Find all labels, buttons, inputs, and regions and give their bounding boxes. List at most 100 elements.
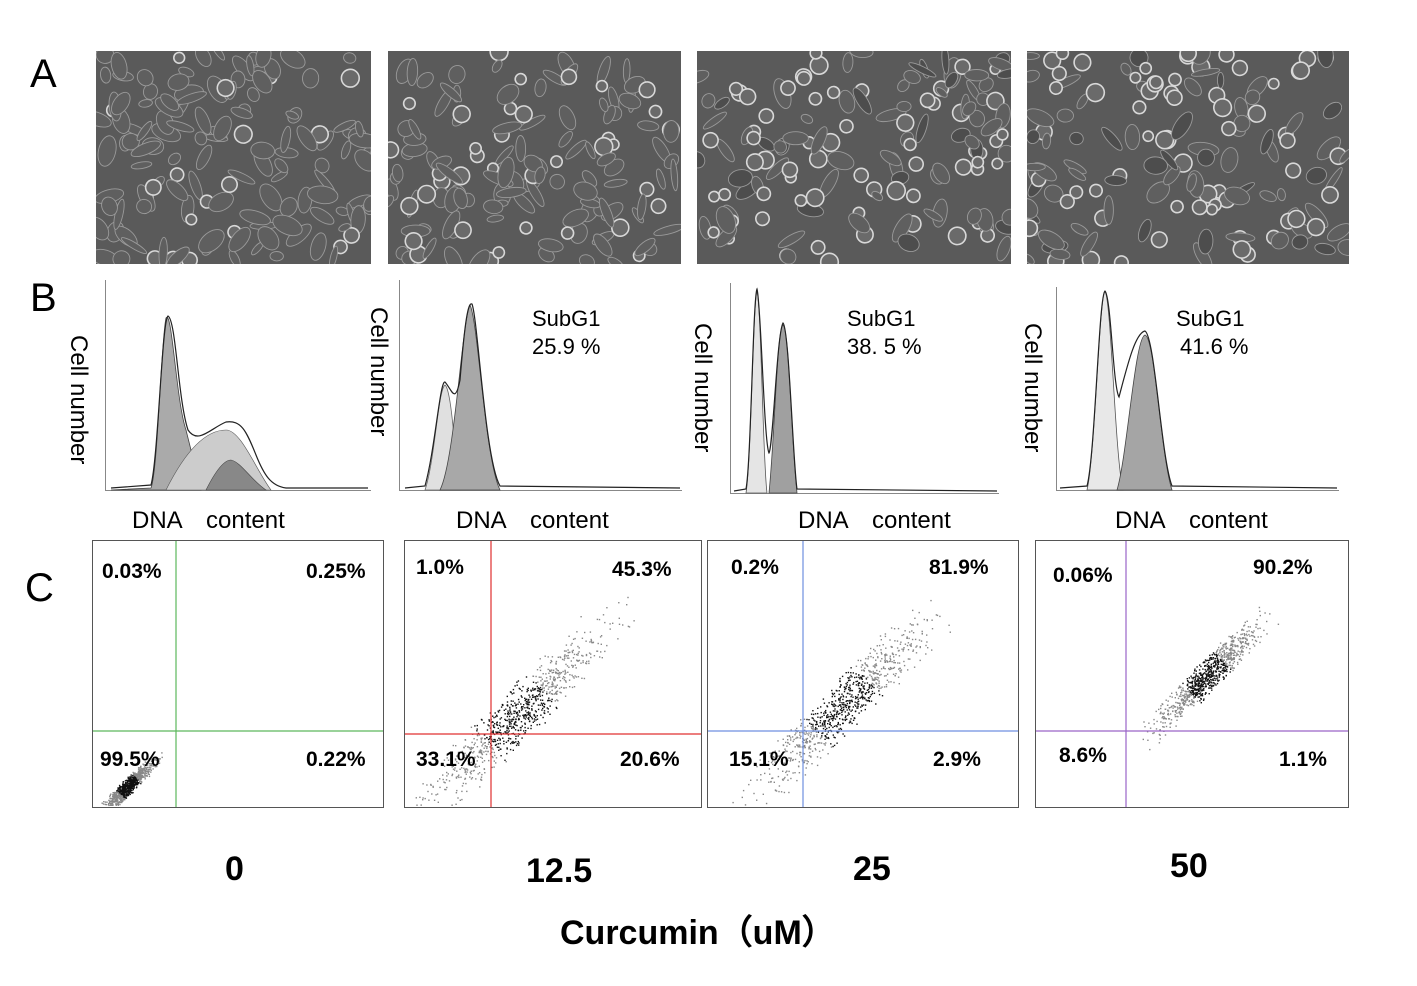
cell-shape [406,57,419,87]
event-dots [732,599,951,806]
cell-shape [779,248,797,264]
cell-shape [269,251,284,262]
cell-shape [194,51,212,67]
quadrant-q3-value: 15.1% [729,748,789,771]
cell-shape [194,106,212,135]
cell-shape [246,55,255,77]
cell-shape [136,198,153,215]
quadrant-q3-value: 33.1% [416,748,476,771]
cell-shape [991,157,1004,170]
cell-shape [495,186,527,199]
cell-shape [944,71,959,89]
cell-shape [941,51,950,75]
cell-shape [166,120,195,133]
cell-shape [879,149,902,167]
cell-shape [142,83,159,100]
histogram-ylabel: Cell number [689,323,716,453]
cell-shape [603,178,628,188]
cell-shape [208,191,234,213]
cell-shape [417,184,437,204]
cell-shape [1124,123,1141,151]
cell-shape [167,73,190,91]
histogram-plot [730,283,999,494]
cell-shape [549,155,563,169]
cell-shape [648,104,663,119]
histogram-curves [1059,290,1338,491]
cell-shape [343,52,357,64]
cell-shape [1129,71,1142,84]
cell-shape [1191,199,1208,216]
cell-shape [1260,129,1274,155]
flow-plot-frame [92,540,384,808]
cell-shape [962,101,977,117]
cell-shape [573,181,598,201]
cell-shape [1276,188,1286,202]
cell-shape [216,78,235,98]
cell-shape [250,141,276,160]
cell-shape [96,110,112,128]
quadrant-q2-value: 0.25% [306,560,366,583]
cell-shape [996,68,1011,79]
cell-shape [739,87,757,106]
cell-shape [274,158,289,174]
histogram-25: Cell number SubG1 38. 5 % DNA content [689,275,1010,534]
cell-shape [194,131,208,146]
cell-shape [492,246,506,259]
cell-shape [99,66,112,84]
cell-shape [469,142,482,155]
cell-shape [1191,51,1211,65]
cell-shape [391,163,404,183]
cell-shape [639,181,655,197]
cell-shape [130,161,153,170]
cell-shape [354,149,371,172]
cell-shape [558,131,573,148]
cell-shape [1142,130,1155,143]
cell-shape [954,58,971,76]
cell-shape [195,144,213,171]
cell-shape [302,68,320,89]
quadrant-q4-value: 0.22% [306,748,366,771]
cell-shape [838,89,856,114]
cell-shape [594,136,614,157]
cell-shape [1101,126,1123,151]
cell-shape [1041,132,1052,150]
cell-shape [754,211,770,227]
quadrant-q2-value: 90.2% [1253,556,1313,579]
cell-shape [653,223,681,236]
cell-shape [549,173,565,190]
cell-shape [167,152,182,166]
cell-shape [1170,199,1184,214]
subg1-label: SubG1 [847,306,916,331]
cell-shape [1279,132,1296,149]
cell-shape [780,80,796,96]
cell-shape [697,151,706,169]
cell-shape [756,186,772,202]
cell-shape [1326,223,1349,242]
cell-shape [363,195,371,212]
histogram-12-5: Cell number SubG1 25.9 % DNA content [364,275,694,534]
cell-shape [896,113,915,133]
cell-shape [1163,165,1181,186]
cell-shape [746,130,761,146]
cell-shape [343,226,361,244]
cell-shape [727,169,753,188]
cell-shape [310,206,335,225]
cell-shape [702,131,719,149]
cell-shape [708,190,721,203]
cell-shape [777,230,806,249]
cell-shape [1205,203,1218,216]
event-dots [415,596,635,806]
panel-label-a: A [30,52,57,96]
cell-shape [782,131,809,146]
histogram-0: Cell number DNA content [60,275,380,534]
cell-shape [745,153,764,172]
cell-shape [252,69,273,94]
cell-shape [489,51,509,62]
flow-plot-0: 0.03% 0.25% 99.5% 0.22% [92,540,384,812]
cell-shape [810,239,826,255]
cell-shape [138,99,153,108]
cell-shape [1171,111,1193,141]
cell-shape [97,135,117,167]
cell-shape [1027,108,1055,128]
cell-shape [355,120,364,138]
